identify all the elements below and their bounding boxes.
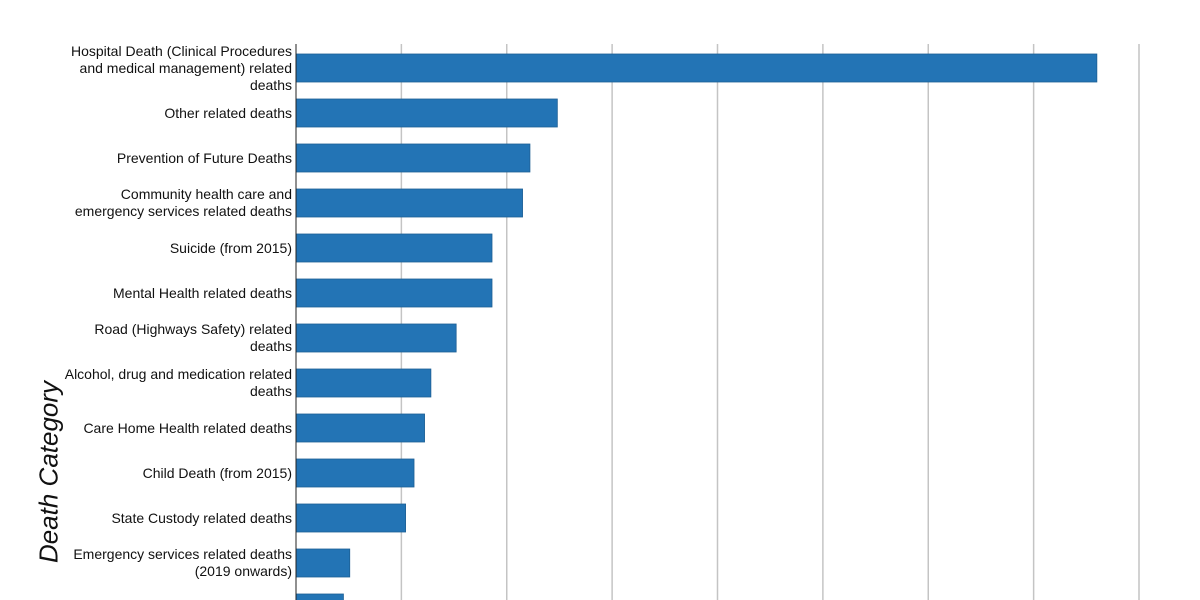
- category-label: Community health care and emergency serv…: [74, 186, 292, 219]
- bar: [295, 53, 1098, 83]
- bar: [295, 188, 523, 218]
- bar: [295, 503, 406, 533]
- bar: [295, 278, 493, 308]
- bar: [295, 143, 531, 173]
- bar: [295, 413, 425, 443]
- category-label: Suicide (from 2015): [169, 239, 292, 256]
- category-label: Alcohol, drug and medication related dea…: [64, 366, 292, 399]
- category-label: Hospital Death (Clinical Procedures and …: [71, 42, 292, 93]
- category-label: Child Death (from 2015): [142, 464, 292, 481]
- bar: [295, 368, 432, 398]
- category-label: State Custody related deaths: [111, 509, 292, 526]
- bar: [295, 323, 457, 353]
- category-label: Care Home Health related deaths: [83, 419, 292, 436]
- grid-lines: [400, 44, 1140, 600]
- category-label: Road (Highways Safety) related deaths: [94, 321, 292, 354]
- category-label: Emergency services related deaths (2019 …: [73, 546, 292, 579]
- bar: [295, 593, 344, 600]
- bar: [295, 233, 493, 263]
- bars: [295, 53, 1098, 600]
- category-label: Prevention of Future Deaths: [116, 149, 292, 166]
- bar: [295, 548, 351, 578]
- bar: [295, 458, 415, 488]
- y-axis-title: Death Category: [33, 380, 64, 564]
- category-label: Other related deaths: [164, 104, 292, 121]
- category-label: Mental Health related deaths: [113, 284, 292, 301]
- bar: [295, 98, 558, 128]
